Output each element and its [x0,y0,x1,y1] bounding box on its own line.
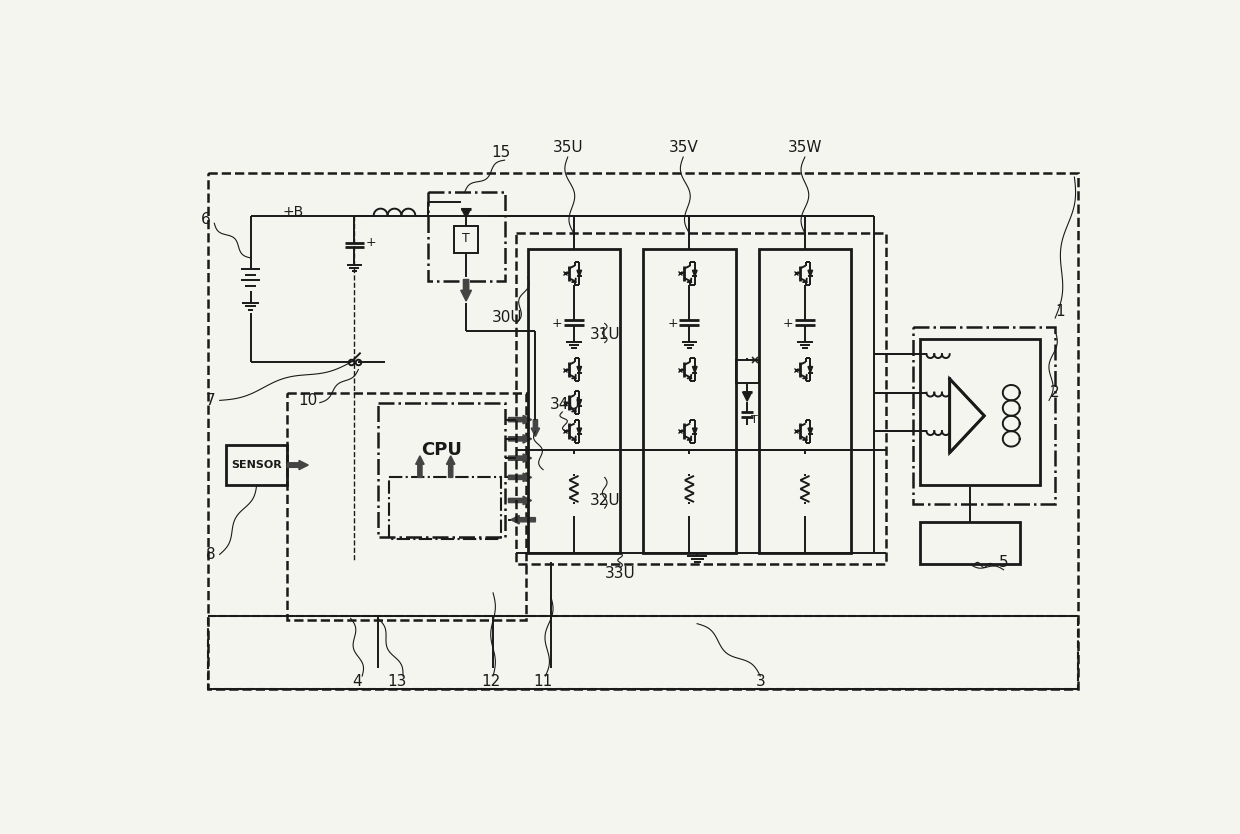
Text: T: T [751,414,758,425]
Bar [208,173,1079,689]
Polygon shape [808,428,812,435]
Polygon shape [577,399,582,406]
Polygon shape [808,366,812,373]
Text: +: + [552,317,562,330]
Text: T: T [463,232,470,245]
Text: 7: 7 [206,393,216,408]
Text: 32U: 32U [589,493,620,508]
Text: 35W: 35W [787,140,822,155]
Text: SENSOR: SENSOR [232,460,281,470]
Bar [208,616,1079,689]
Text: 31U: 31U [589,328,620,343]
Text: +: + [782,317,794,330]
Bar [516,234,885,565]
Text: 35U: 35U [553,140,583,155]
Text: 15: 15 [491,145,511,160]
Bar [389,477,501,539]
Text: 30U: 30U [491,309,522,324]
Polygon shape [692,366,697,373]
Text: +: + [366,236,377,249]
Text: 3: 3 [755,674,765,689]
Bar [759,249,851,553]
Text: 10: 10 [299,393,317,408]
FancyArrow shape [508,415,532,424]
Text: 33U: 33U [605,566,635,581]
FancyArrow shape [508,454,532,462]
Bar [920,522,1021,565]
Text: +: + [667,317,678,330]
FancyArrow shape [508,435,532,443]
Bar [644,249,735,553]
Polygon shape [692,428,697,435]
Bar [377,403,505,537]
Text: 35V: 35V [668,140,698,155]
Bar [288,393,526,620]
Text: CPU: CPU [422,441,461,460]
FancyArrow shape [531,420,539,436]
Polygon shape [577,270,582,276]
FancyArrow shape [508,496,532,505]
Bar [528,249,620,553]
Text: +B: +B [283,204,304,219]
FancyArrow shape [415,456,424,477]
Text: 4: 4 [352,674,362,689]
Bar [454,225,479,253]
FancyArrow shape [288,460,309,470]
Polygon shape [577,366,582,373]
Text: 8: 8 [206,547,216,562]
FancyArrow shape [461,279,471,301]
Text: 12: 12 [481,674,501,689]
Bar [913,327,1055,505]
Bar [226,445,288,485]
Text: 1: 1 [1055,304,1065,319]
FancyArrow shape [446,456,455,477]
FancyArrow shape [511,515,536,524]
Text: 13: 13 [387,674,407,689]
Text: 5: 5 [998,555,1008,570]
Polygon shape [461,208,471,218]
Bar [735,360,759,384]
Text: 6: 6 [201,212,211,227]
Text: 34U: 34U [549,397,580,412]
Bar [920,339,1040,485]
Polygon shape [743,392,751,401]
Polygon shape [577,428,582,435]
Polygon shape [808,270,812,276]
Text: 2: 2 [1050,385,1060,400]
FancyArrow shape [508,473,532,481]
Text: 11: 11 [533,674,553,689]
Polygon shape [692,270,697,276]
Bar [428,193,505,281]
